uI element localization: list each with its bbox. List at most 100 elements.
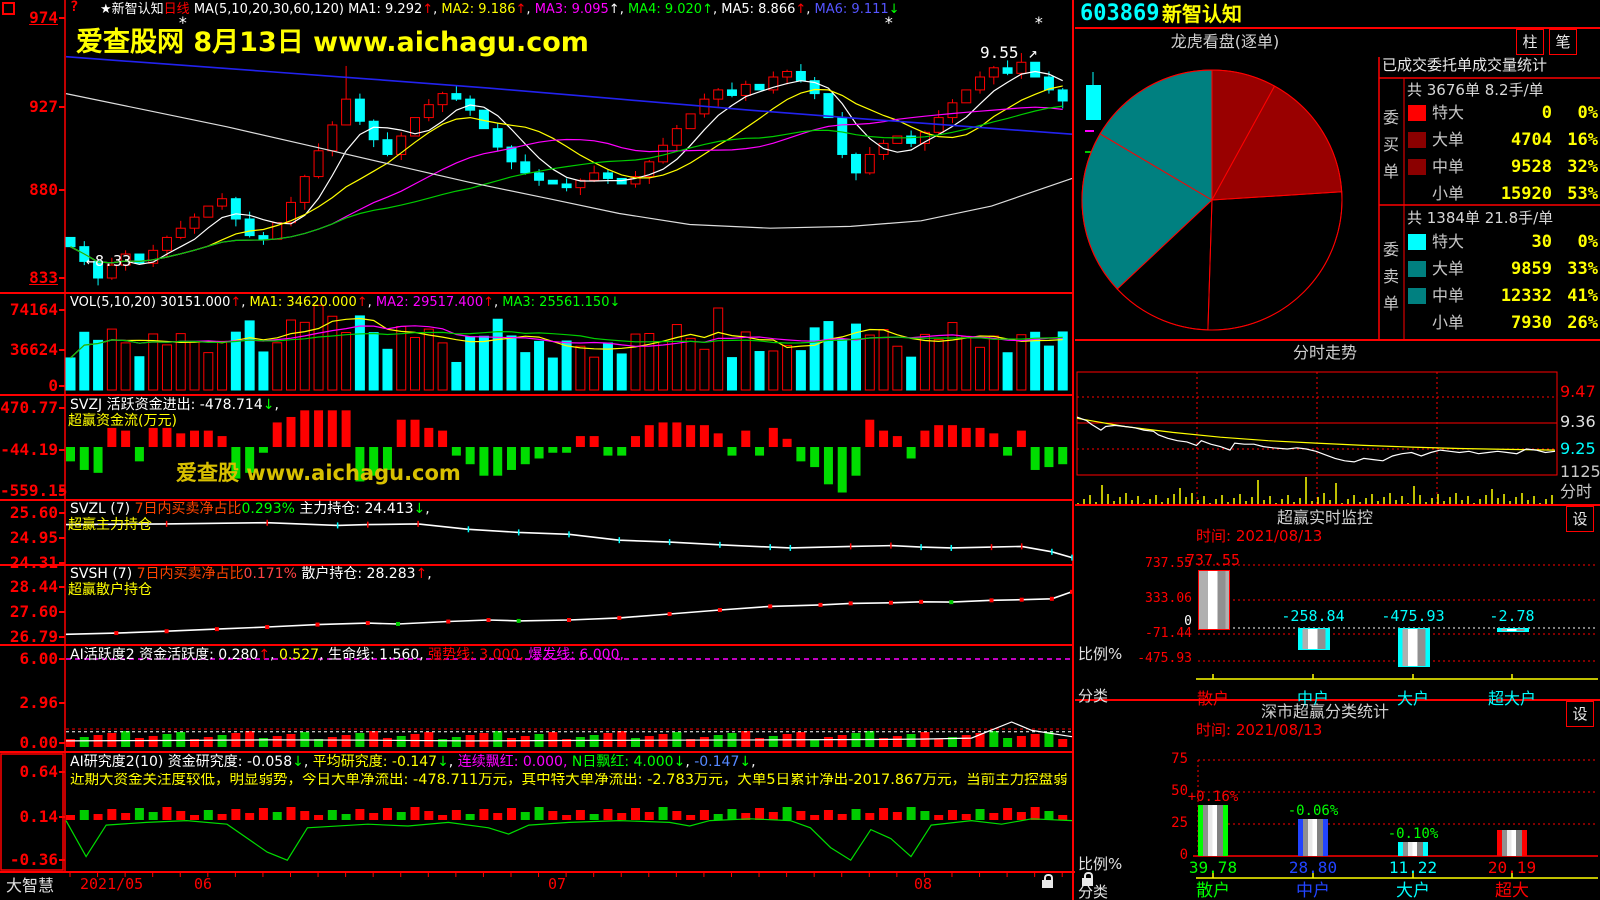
order-row-value: 15920 bbox=[1500, 184, 1552, 204]
pen-mode-button[interactable]: 笔 bbox=[1549, 29, 1577, 55]
classstats-category: 散户 bbox=[1196, 881, 1230, 900]
header-segment: SVSH (7) bbox=[70, 566, 137, 582]
lock-icon[interactable] bbox=[1042, 874, 1053, 888]
axis-label: 0.00 bbox=[19, 733, 58, 752]
header-segment: , bbox=[685, 754, 695, 770]
swatch-大单 bbox=[1408, 132, 1426, 148]
classstats-title: 深市超赢分类统计 bbox=[1260, 702, 1389, 721]
order-row-name: 大单 bbox=[1432, 130, 1465, 149]
axis-label: -0.36 bbox=[9, 850, 58, 869]
classstats-axis-label: 75 bbox=[1171, 751, 1188, 767]
header-segment: ↑ bbox=[483, 295, 495, 310]
header-segment: MA4: 9.020 bbox=[627, 2, 703, 17]
event-marker: * bbox=[884, 13, 894, 32]
header-segment: , bbox=[425, 501, 430, 517]
sell-summary: 共 1384单 21.8手/单 bbox=[1407, 209, 1554, 227]
classstats-change: +0.16% bbox=[1187, 789, 1239, 806]
axis-label: 974 bbox=[29, 8, 58, 27]
order-row-pct: 32% bbox=[1567, 157, 1598, 177]
order-row-pct: 26% bbox=[1567, 313, 1598, 333]
order-row-name: 小单 bbox=[1432, 313, 1465, 332]
header-segment: ↑ bbox=[702, 2, 713, 17]
classstats-ratio-label: 比例% bbox=[1078, 855, 1123, 873]
swatch-中单 bbox=[1408, 288, 1426, 304]
header-segment: MA3: 25561.150 bbox=[502, 295, 610, 310]
header-segment: AI活跃度2 资金活跃度: 0.280 bbox=[70, 647, 259, 663]
header-segment: MA6: 9.111 bbox=[814, 2, 889, 17]
tiger-watch-title: 龙虎看盘(逐单) bbox=[1170, 32, 1280, 51]
header-segment: ↓ bbox=[437, 754, 449, 770]
classstats-category: 中户 bbox=[1296, 881, 1330, 900]
order-row-name: 大单 bbox=[1432, 259, 1465, 278]
ai-research-header: AI研究度2(10) 资金研究度: -0.058↓, 平均研究度: -0.147… bbox=[70, 754, 756, 770]
header-segment: , bbox=[427, 566, 432, 582]
axis-label: 470.77 bbox=[0, 398, 58, 417]
order-row-value: 0 bbox=[1541, 103, 1552, 123]
intraday-axis-label: 9.36 bbox=[1560, 412, 1596, 431]
classstats-value: 39.78 bbox=[1188, 858, 1238, 877]
classstats-axis-label: 0 bbox=[1179, 847, 1188, 863]
svzj-header: SVZJ 活跃资金进出: -478.714↓, bbox=[70, 397, 279, 413]
monitor-category: 中户 bbox=[1296, 689, 1329, 708]
classstats-axis-label: 25 bbox=[1171, 815, 1188, 831]
order-stats-title: 已成交委托单成交量统计 bbox=[1382, 56, 1548, 74]
header-segment: MA2: 29517.400 bbox=[375, 295, 484, 310]
sell-side-label: 委卖单 bbox=[1382, 240, 1399, 313]
date-label: 07 bbox=[548, 875, 567, 893]
header-segment: 爆发线: 6.000, bbox=[528, 647, 624, 663]
order-row-pct: 0% bbox=[1577, 103, 1598, 123]
stock-name: 新智认知 bbox=[1162, 2, 1242, 26]
high-price-note: 9.55 ↗ bbox=[980, 43, 1038, 62]
classstats-value: 11.22 bbox=[1388, 858, 1438, 877]
axis-label: 27.60 bbox=[9, 602, 58, 621]
header-segment: ↓ bbox=[292, 754, 304, 770]
monitor-bar-value: -2.78 bbox=[1489, 607, 1535, 625]
header-segment: 0.293% bbox=[241, 501, 295, 517]
swatch-大单 bbox=[1408, 261, 1426, 277]
header-segment: , bbox=[448, 754, 458, 770]
header-segment: 0.171% bbox=[243, 566, 297, 582]
classstats-settings-button[interactable]: 设 bbox=[1566, 701, 1594, 727]
kline-header: ★新智认知日线 MA(5,10,20,30,60,120) MA1: 9.292… bbox=[100, 2, 900, 17]
swatch-中单 bbox=[1408, 159, 1426, 175]
header-segment: , bbox=[303, 754, 313, 770]
axis-label: 26.79 bbox=[9, 627, 58, 646]
intraday-axis-label: 1125 bbox=[1560, 462, 1600, 481]
header-segment: MA5: 8.866 bbox=[721, 2, 796, 17]
header-segment: -0.147 bbox=[694, 754, 740, 770]
monitor-category: 散户 bbox=[1196, 689, 1229, 708]
svzl-header: SVZL (7) 7日内买卖净占比0.293% 主力持仓: 24.413↓, bbox=[70, 501, 430, 517]
intraday-axis-label: 9.25 bbox=[1560, 439, 1596, 458]
monitor-ratio-label: 比例% bbox=[1078, 645, 1123, 663]
lock-icon[interactable] bbox=[1082, 872, 1093, 886]
cursor-mark: ? bbox=[70, 0, 79, 15]
event-marker: * bbox=[178, 13, 188, 32]
classstats-time: 时间: 2021/08/13 bbox=[1196, 721, 1323, 739]
header-segment: 30151.000 bbox=[160, 295, 231, 310]
axis-label: -559.15 bbox=[0, 481, 68, 500]
column-mode-button[interactable]: 柱 bbox=[1516, 29, 1544, 55]
axis-label: 927 bbox=[29, 97, 58, 116]
classstats-bar-中户 bbox=[1298, 819, 1328, 856]
monitor-bar-大户 bbox=[1398, 628, 1430, 668]
classstats-value: 28.80 bbox=[1288, 858, 1338, 877]
classstats-change: -0.06% bbox=[1287, 803, 1339, 820]
intraday-axis-label: 9.47 bbox=[1560, 382, 1596, 401]
event-marker: * bbox=[1034, 13, 1044, 32]
monitor-bar-value: 737.55 bbox=[1185, 551, 1241, 569]
header-segment: SVZJ 活跃资金进出: -478.714 bbox=[70, 397, 263, 413]
header-segment: ↑ bbox=[608, 2, 620, 17]
axis-label: 25.60 bbox=[9, 503, 58, 522]
order-row-value: 12332 bbox=[1500, 286, 1552, 306]
header-segment: MA(5,10,20,30,60,120) bbox=[189, 2, 349, 17]
monitor-settings-button[interactable]: 设 bbox=[1566, 506, 1594, 532]
monitor-axis-label: -475.93 bbox=[1137, 651, 1192, 666]
header-segment: , bbox=[806, 2, 815, 17]
watermark-main: 爱查股网 8月13日 www.aichagu.com bbox=[76, 27, 589, 58]
header-segment: ↑ bbox=[422, 2, 434, 17]
header-segment: 强势线: 3.000, bbox=[428, 647, 529, 663]
header-segment: 超赢主力持仓 bbox=[68, 517, 152, 533]
header-segment: ↑ bbox=[258, 647, 271, 663]
order-row-name: 中单 bbox=[1432, 286, 1465, 305]
